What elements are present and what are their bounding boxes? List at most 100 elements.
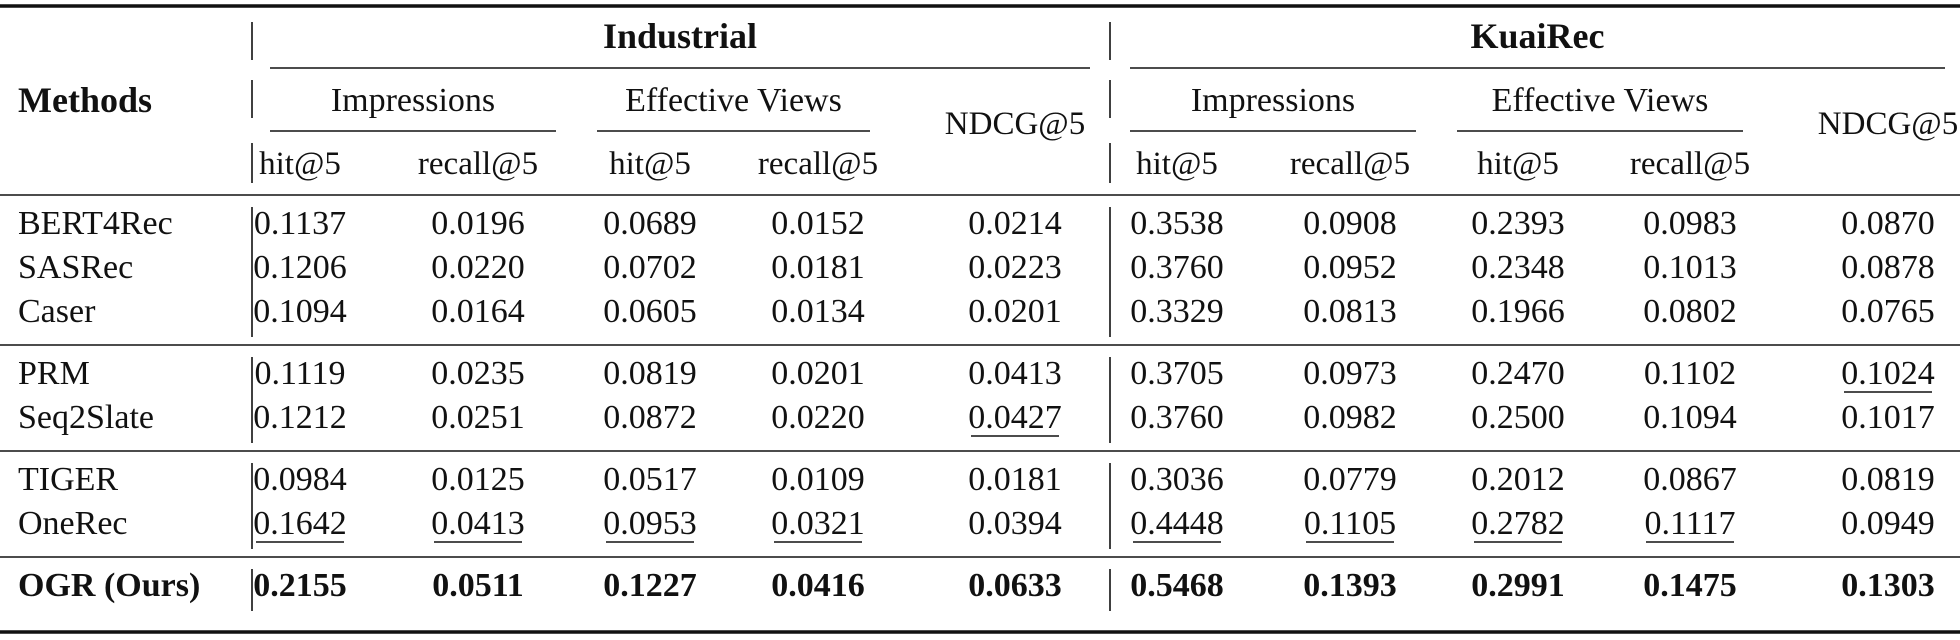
table-cell: 0.0235 <box>431 355 525 392</box>
table-cell: 0.0870 <box>1841 205 1935 242</box>
table-cell: 0.0702 <box>603 249 697 286</box>
table-cell: 0.3705 <box>1130 355 1224 392</box>
table-cell: 0.0819 <box>1841 461 1935 498</box>
table-cell: 0.0605 <box>603 293 697 330</box>
table-cell: 0.0152 <box>771 205 865 242</box>
table-cell: 0.0511 <box>432 567 524 604</box>
table-cell: 0.0517 <box>603 461 697 498</box>
table-cell: 0.1094 <box>1643 399 1737 436</box>
method-name: Seq2Slate <box>18 399 154 436</box>
table-cell: 0.0779 <box>1303 461 1397 498</box>
table-cell: 0.0321 <box>771 505 865 542</box>
table-cell: 0.0813 <box>1303 293 1397 330</box>
group-label: Impressions <box>1191 82 1355 119</box>
table-cell: 0.2393 <box>1471 205 1565 242</box>
table-cell: 0.1212 <box>253 399 347 436</box>
table-cell: 0.0251 <box>431 399 525 436</box>
method-name: OneRec <box>18 505 128 542</box>
table-cell: 0.1102 <box>1644 355 1736 392</box>
dataset-name: KuaiRec <box>1471 16 1605 56</box>
table-cell: 0.0953 <box>603 505 697 542</box>
group-label: Effective Views <box>625 82 842 119</box>
table-cell: 0.1303 <box>1841 567 1935 604</box>
table-cell: 0.0181 <box>771 249 865 286</box>
table-cell: 0.0109 <box>771 461 865 498</box>
table-cell: 0.0223 <box>968 249 1062 286</box>
table-cell: 0.1013 <box>1643 249 1737 286</box>
group-label: Effective Views <box>1492 82 1709 119</box>
table-cell: 0.0413 <box>431 505 525 542</box>
table-cell: 0.0819 <box>603 355 697 392</box>
method-name: BERT4Rec <box>18 205 173 242</box>
table-cell: 0.0134 <box>771 293 865 330</box>
table-cell: 0.1393 <box>1303 567 1397 604</box>
table-cell: 0.2155 <box>253 567 347 604</box>
table-cell: 0.1094 <box>253 293 347 330</box>
table-cell: 0.2470 <box>1471 355 1565 392</box>
table-cell: 0.5468 <box>1130 567 1224 604</box>
table-cell: 0.0427 <box>968 399 1062 436</box>
group-label: Impressions <box>331 82 495 119</box>
metric-label: hit@5 <box>1477 146 1559 182</box>
table-cell: 0.2500 <box>1471 399 1565 436</box>
metric-label: recall@5 <box>758 146 878 182</box>
table-cell: 0.0983 <box>1643 205 1737 242</box>
table-cell: 0.3036 <box>1130 461 1224 498</box>
table-cell: 0.2012 <box>1471 461 1565 498</box>
table-cell: 0.0164 <box>431 293 525 330</box>
table-cell: 0.3760 <box>1130 399 1224 436</box>
table-cell: 0.0765 <box>1841 293 1935 330</box>
extra-metric-label: NDCG@5 <box>1818 106 1958 142</box>
metric-label: recall@5 <box>1290 146 1410 182</box>
metric-label: recall@5 <box>1630 146 1750 182</box>
table-cell: 0.0220 <box>771 399 865 436</box>
table-cell: 0.1024 <box>1841 355 1935 392</box>
table-cell: 0.2991 <box>1471 567 1565 604</box>
table-cell: 0.2782 <box>1471 505 1565 542</box>
table-cell: 0.1642 <box>253 505 347 542</box>
table-cell: 0.0949 <box>1841 505 1935 542</box>
table-cell: 0.0196 <box>431 205 525 242</box>
table-cell: 0.2348 <box>1471 249 1565 286</box>
table-cell: 0.3538 <box>1130 205 1224 242</box>
extra-metric-label: NDCG@5 <box>945 106 1085 142</box>
method-name: PRM <box>18 355 90 392</box>
table-cell: 0.0201 <box>771 355 865 392</box>
table-cell: 0.0416 <box>771 567 865 604</box>
dataset-name: Industrial <box>603 16 757 56</box>
table-cell: 0.0394 <box>968 505 1062 542</box>
table-cell: 0.3760 <box>1130 249 1224 286</box>
metric-label: hit@5 <box>609 146 691 182</box>
table-cell: 0.1475 <box>1643 567 1737 604</box>
method-name: TIGER <box>18 461 118 498</box>
table-cell: 0.0952 <box>1303 249 1397 286</box>
table-cell: 0.0689 <box>603 205 697 242</box>
table-cell: 0.0413 <box>968 355 1062 392</box>
table-cell: 0.0214 <box>968 205 1062 242</box>
table-cell: 0.0984 <box>253 461 347 498</box>
table-cell: 0.1017 <box>1841 399 1935 436</box>
table-cell: 0.0220 <box>431 249 525 286</box>
table-cell: 0.1966 <box>1471 293 1565 330</box>
table-cell: 0.3329 <box>1130 293 1224 330</box>
table-cell: 0.1105 <box>1304 505 1396 542</box>
table-cell: 0.0867 <box>1643 461 1737 498</box>
table-cell: 0.0878 <box>1841 249 1935 286</box>
metric-label: hit@5 <box>1136 146 1218 182</box>
table-cell: 0.1119 <box>255 355 346 392</box>
table-cell: 0.0982 <box>1303 399 1397 436</box>
table-cell: 0.1206 <box>253 249 347 286</box>
table-cell: 0.0802 <box>1643 293 1737 330</box>
table-cell: 0.0633 <box>968 567 1062 604</box>
table-cell: 0.1117 <box>1645 505 1736 542</box>
table-cell: 0.0872 <box>603 399 697 436</box>
table-cell: 0.1227 <box>603 567 697 604</box>
metric-label: recall@5 <box>418 146 538 182</box>
table-cell: 0.4448 <box>1130 505 1224 542</box>
table-cell: 0.0125 <box>431 461 525 498</box>
method-name: SASRec <box>18 249 133 286</box>
table-cell: 0.0181 <box>968 461 1062 498</box>
methods-header: Methods <box>18 80 152 120</box>
